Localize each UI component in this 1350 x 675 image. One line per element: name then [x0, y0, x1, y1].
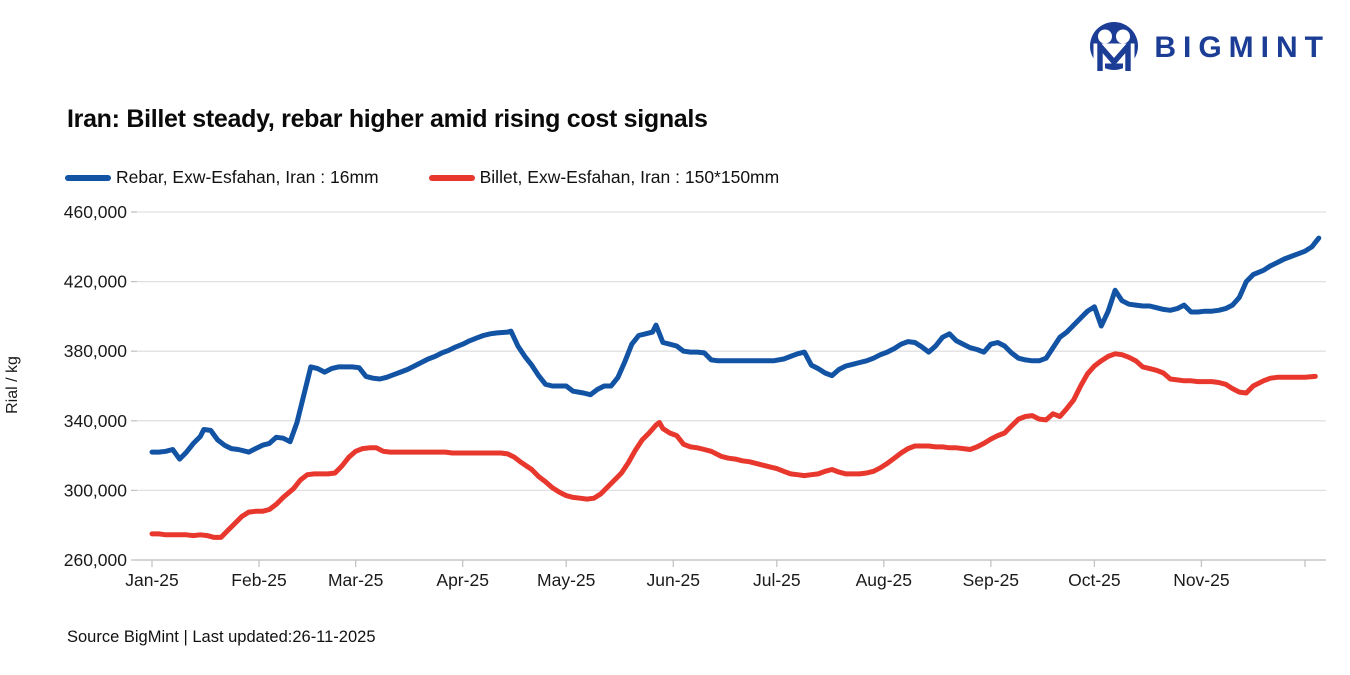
x-tick-label: Apr-25 — [436, 570, 489, 590]
x-tick-label: Jan-25 — [125, 570, 179, 590]
legend-item-rebar[interactable]: Rebar, Exw-Esfahan, Iran : 16mm — [65, 167, 379, 188]
chart-title: Iran: Billet steady, rebar higher amid r… — [67, 105, 708, 133]
x-tick-label: Sep-25 — [963, 570, 1019, 590]
y-tick-label: 340,000 — [64, 411, 128, 431]
x-tick-label: Mar-25 — [328, 570, 383, 590]
x-tick-label: Jun-25 — [646, 570, 700, 590]
rebar-legend-key-line — [65, 174, 111, 181]
x-tick-label: Aug-25 — [856, 570, 912, 590]
billet-legend-key-line — [428, 174, 475, 181]
x-tick-label: Jul-25 — [753, 570, 801, 590]
billet-legend-label: Billet, Exw-Esfahan, Iran : 150*150mm — [479, 167, 780, 187]
source-note: Source BigMint | Last updated:26-11-2025 — [67, 628, 376, 646]
rebar-price-line[interactable] — [149, 235, 1322, 462]
x-tick-label: Feb-25 — [231, 570, 286, 590]
y-tick-label: 300,000 — [64, 480, 128, 500]
x-tick-label: Oct-25 — [1068, 570, 1121, 590]
bigmint-wordmark: BIGMINT — [1154, 31, 1330, 64]
billet-price-line[interactable] — [149, 351, 1318, 540]
chart-legend: Rebar, Exw-Esfahan, Iran : 16mm Billet, … — [65, 167, 779, 188]
bigmint-logo: BIGMINT — [1088, 20, 1330, 76]
x-tick-label: May-25 — [537, 570, 595, 590]
rebar-legend-label: Rebar, Exw-Esfahan, Iran : 16mm — [116, 167, 379, 187]
y-tick-label: 260,000 — [64, 550, 128, 570]
x-tick-label: Nov-25 — [1173, 570, 1229, 590]
y-tick-label: 460,000 — [64, 202, 128, 222]
y-tick-label: 420,000 — [64, 272, 128, 292]
legend-item-billet[interactable]: Billet, Exw-Esfahan, Iran : 150*150mm — [428, 167, 780, 188]
y-tick-label: 380,000 — [64, 341, 128, 361]
bigmint-logo-icon — [1090, 22, 1139, 72]
